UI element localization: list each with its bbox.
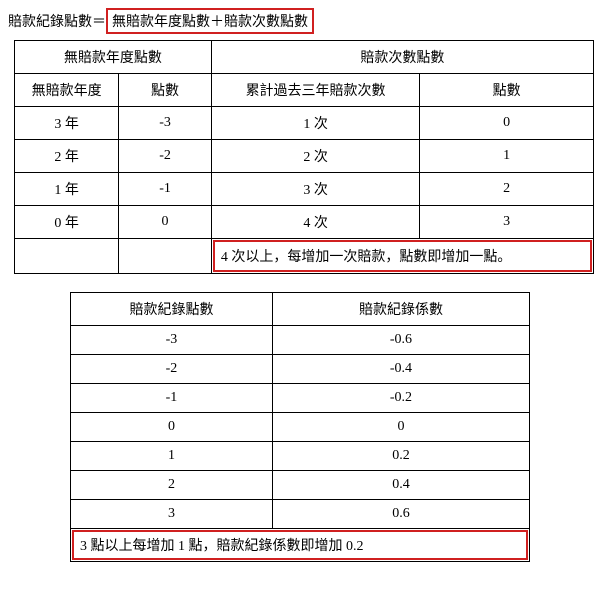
cell: -0.6	[272, 326, 529, 355]
cell: -3	[119, 107, 212, 140]
empty-cell	[15, 239, 119, 274]
table-row: 4 次以上，每增加一次賠款，點數即增加一點。	[15, 239, 594, 274]
cell: -0.2	[272, 384, 529, 413]
cell: 3	[71, 500, 273, 529]
cell: 1	[420, 140, 594, 173]
table-row: -1 -0.2	[71, 384, 530, 413]
cell: 3 次	[211, 173, 419, 206]
table-row: 1 年 -1 3 次 2	[15, 173, 594, 206]
cell: 0	[71, 413, 273, 442]
formula-boxed: 無賠款年度點數＋賠款次數點數	[106, 8, 314, 34]
group-header-claim-count: 賠款次數點數	[211, 41, 593, 74]
table-row: 2 0.4	[71, 471, 530, 500]
table-row: 1 0.2	[71, 442, 530, 471]
cell: -2	[71, 355, 273, 384]
table-claim-coefficient: 賠款紀錄點數 賠款紀錄係數 -3 -0.6 -2 -0.4 -1 -0.2 0 …	[70, 292, 530, 562]
cell: 0	[420, 107, 594, 140]
table-row: 無賠款年度點數 賠款次數點數	[15, 41, 594, 74]
note-cell: 4 次以上，每增加一次賠款，點數即增加一點。	[211, 239, 593, 274]
cell: 0.4	[272, 471, 529, 500]
table-row: 0 年 0 4 次 3	[15, 206, 594, 239]
cell: 0.6	[272, 500, 529, 529]
col-header: 點數	[420, 74, 594, 107]
cell: 3	[420, 206, 594, 239]
cell: 0.2	[272, 442, 529, 471]
cell: -1	[119, 173, 212, 206]
cell: 2 次	[211, 140, 419, 173]
cell: 0 年	[15, 206, 119, 239]
table-row: 賠款紀錄點數 賠款紀錄係數	[71, 293, 530, 326]
cell: 1 次	[211, 107, 419, 140]
cell: -0.4	[272, 355, 529, 384]
table-row: -3 -0.6	[71, 326, 530, 355]
table-row: 2 年 -2 2 次 1	[15, 140, 594, 173]
cell: 1	[71, 442, 273, 471]
cell: 2 年	[15, 140, 119, 173]
cell: 1 年	[15, 173, 119, 206]
cell: 4 次	[211, 206, 419, 239]
col-header: 點數	[119, 74, 212, 107]
cell: 0	[272, 413, 529, 442]
table-row: 3 點以上每增加 1 點，賠款紀錄係數即增加 0.2	[71, 529, 530, 562]
formula-row: 賠款紀錄點數＝無賠款年度點數＋賠款次數點數	[8, 8, 592, 34]
table-row: 無賠款年度 點數 累計過去三年賠款次數 點數	[15, 74, 594, 107]
formula-label: 賠款紀錄點數＝	[8, 15, 106, 30]
cell: -3	[71, 326, 273, 355]
cell: 2	[420, 173, 594, 206]
cell: -1	[71, 384, 273, 413]
table-row: -2 -0.4	[71, 355, 530, 384]
table-row: 3 0.6	[71, 500, 530, 529]
cell: 3 年	[15, 107, 119, 140]
cell: 0	[119, 206, 212, 239]
empty-cell	[119, 239, 212, 274]
note-cell: 3 點以上每增加 1 點，賠款紀錄係數即增加 0.2	[71, 529, 530, 562]
col-header: 無賠款年度	[15, 74, 119, 107]
table2-note: 3 點以上每增加 1 點，賠款紀錄係數即增加 0.2	[72, 530, 528, 560]
table-row: 3 年 -3 1 次 0	[15, 107, 594, 140]
col-header: 賠款紀錄係數	[272, 293, 529, 326]
cell: 2	[71, 471, 273, 500]
col-header: 賠款紀錄點數	[71, 293, 273, 326]
group-header-no-claim: 無賠款年度點數	[15, 41, 212, 74]
cell: -2	[119, 140, 212, 173]
table-row: 0 0	[71, 413, 530, 442]
table1-note: 4 次以上，每增加一次賠款，點數即增加一點。	[213, 240, 592, 272]
table-claim-points: 無賠款年度點數 賠款次數點數 無賠款年度 點數 累計過去三年賠款次數 點數 3 …	[14, 40, 594, 274]
col-header: 累計過去三年賠款次數	[211, 74, 419, 107]
